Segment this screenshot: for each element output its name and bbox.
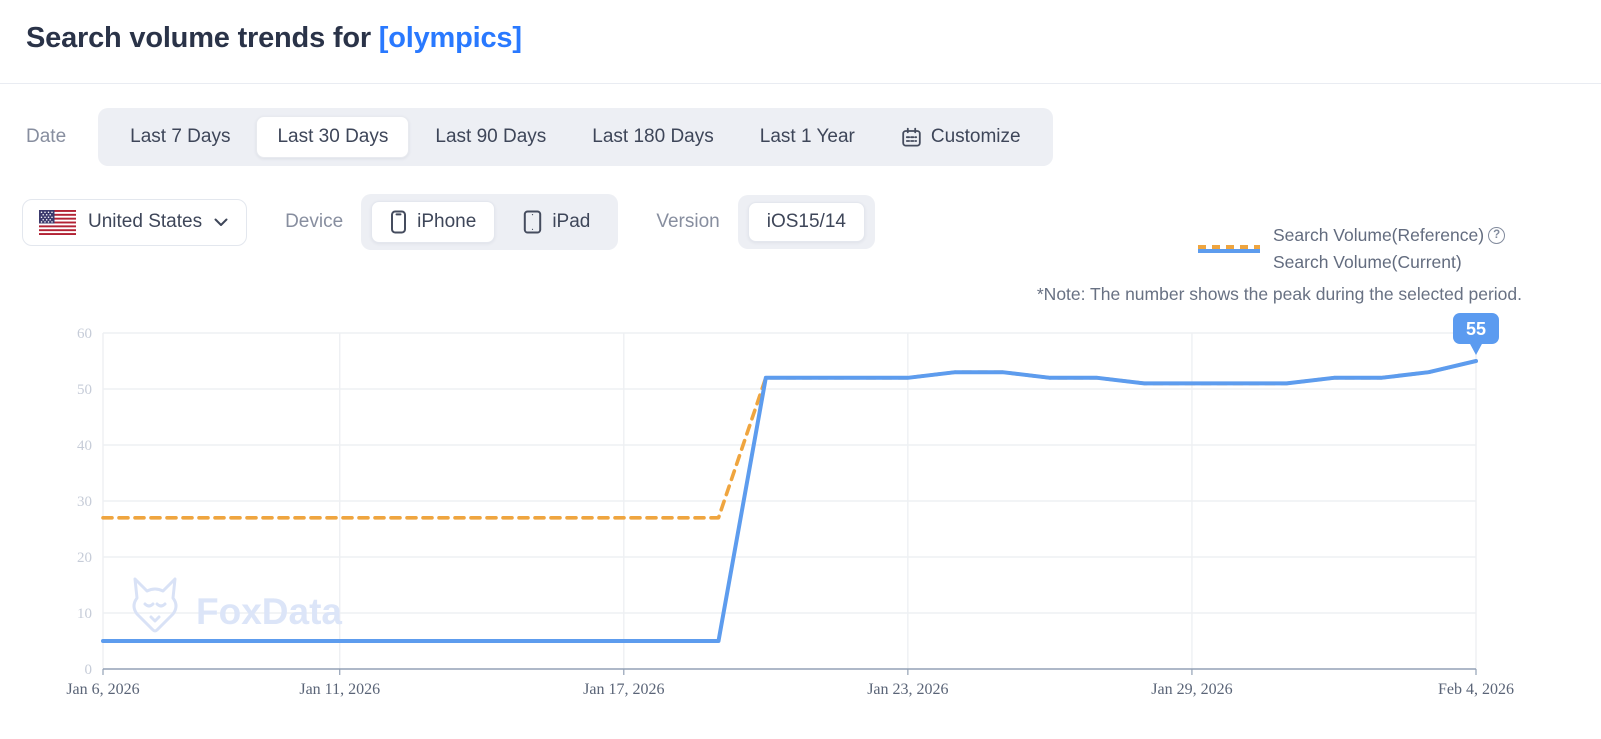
svg-text:20: 20	[77, 550, 92, 566]
legend-reference-entry[interactable]: Search Volume(Reference) ?	[1273, 222, 1506, 249]
help-icon[interactable]: ?	[1488, 227, 1506, 244]
svg-text:Jan 6, 2026: Jan 6, 2026	[66, 681, 139, 698]
device-toggle-group: iPhone iPad	[361, 194, 619, 250]
peak-value-badge: 55	[1453, 313, 1499, 355]
device-ipad-label: iPad	[552, 211, 591, 232]
date-filter-row: Date Last 7 Days Last 30 Days Last 90 Da…	[26, 108, 1573, 166]
tab-last-1-year[interactable]: Last 1 Year	[759, 126, 855, 147]
version-ios15-14-button[interactable]: iOS15/14	[747, 202, 865, 242]
iphone-icon	[391, 210, 407, 234]
version-label: Version	[656, 211, 720, 232]
page-header: Search volume trends for [olympics]	[0, 0, 1601, 84]
tab-last-90-days[interactable]: Last 90 Days	[435, 126, 547, 147]
tab-last-180-days[interactable]: Last 180 Days	[592, 126, 714, 147]
svg-text:Jan 11, 2026: Jan 11, 2026	[299, 681, 380, 698]
chart-series-lines	[101, 359, 1478, 643]
svg-text:10: 10	[77, 606, 92, 622]
device-ipad-button[interactable]: iPad	[505, 202, 608, 242]
us-flag-icon	[39, 209, 76, 235]
chart-legend: Search Volume(Reference) ? Search Volume…	[1198, 222, 1506, 276]
chevron-down-icon	[214, 218, 228, 226]
legend-current-entry[interactable]: Search Volume(Current)	[1273, 249, 1505, 276]
date-label: Date	[26, 126, 67, 147]
search-volume-chart[interactable]: 0 10 20 30 40 50 60 Jan 6, 2026 Jan 11, 2026 Jan …	[0, 310, 1601, 739]
country-select[interactable]: United States	[22, 198, 248, 246]
fox-logo-icon	[132, 577, 178, 633]
country-select-value: United States	[88, 211, 203, 232]
ipad-icon	[524, 210, 542, 234]
tab-customize-label: Customize	[930, 126, 1021, 147]
legend-current-label: Search Volume(Current)	[1273, 252, 1462, 272]
version-ios15-14-label: iOS15/14	[766, 211, 846, 232]
svg-text:Jan 23, 2026: Jan 23, 2026	[867, 681, 948, 698]
tab-last-7-days[interactable]: Last 7 Days	[130, 126, 231, 147]
device-iphone-button[interactable]: iPhone	[371, 201, 496, 243]
svg-text:Jan 17, 2026: Jan 17, 2026	[583, 681, 664, 698]
date-range-tabs: Last 7 Days Last 30 Days Last 90 Days La…	[98, 108, 1053, 166]
keyword-link[interactable]: [olympics]	[378, 22, 522, 54]
tab-last-30-days[interactable]: Last 30 Days	[256, 116, 410, 158]
chart-note: *Note: The number shows the peak during …	[1036, 284, 1522, 304]
svg-text:Feb 4, 2026: Feb 4, 2026	[1438, 681, 1514, 698]
chart-gridlines	[102, 332, 1477, 675]
svg-text:50: 50	[77, 382, 92, 398]
legend-line-symbol	[1198, 245, 1260, 253]
device-iphone-label: iPhone	[417, 211, 477, 232]
svg-text:Jan 29, 2026: Jan 29, 2026	[1151, 681, 1232, 698]
svg-text:30: 30	[77, 494, 92, 510]
page-title: Search volume trends for [olympics]	[26, 22, 1573, 55]
legend-dashed-line-icon	[1198, 245, 1260, 249]
svg-text:60: 60	[77, 326, 92, 342]
title-text: Search volume trends for	[26, 22, 379, 54]
svg-text:0: 0	[85, 662, 93, 678]
svg-text:40: 40	[77, 438, 92, 454]
version-toggle-group: iOS15/14	[737, 195, 875, 249]
device-label: Device	[285, 211, 344, 232]
secondary-filter-row: United States Device iPhone iPad	[22, 194, 1573, 250]
legend-solid-line-icon	[1198, 249, 1260, 253]
tab-customize[interactable]: Customize	[881, 117, 1041, 157]
peak-value-label: 55	[1466, 319, 1486, 339]
watermark-text: FoxData	[196, 591, 342, 632]
chart-axis-labels: 0 10 20 30 40 50 60 Jan 6, 2026 Jan 11, 2026 Jan …	[66, 326, 1514, 698]
legend-reference-label: Search Volume(Reference)	[1273, 225, 1485, 245]
foxdata-watermark: FoxData	[132, 577, 342, 633]
calendar-icon	[902, 127, 921, 147]
